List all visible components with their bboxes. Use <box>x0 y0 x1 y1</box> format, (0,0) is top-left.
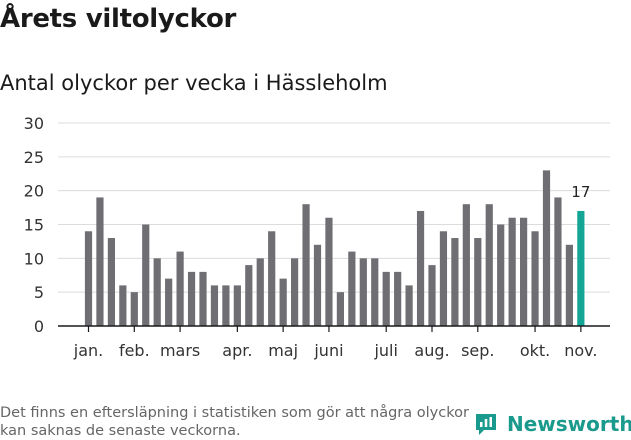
bar <box>462 204 470 326</box>
bar <box>359 258 367 326</box>
y-tick-label: 20 <box>24 182 44 201</box>
bar <box>348 251 356 326</box>
bar <box>474 238 482 326</box>
bar <box>291 258 299 326</box>
x-tick-label: mars <box>160 341 200 360</box>
y-tick-label: 5 <box>34 283 44 302</box>
bar <box>542 170 551 326</box>
footnote: Det finns en eftersläpning i statistiken… <box>0 405 469 439</box>
bar <box>107 238 115 326</box>
bar <box>165 278 173 326</box>
bar <box>485 204 493 326</box>
bar <box>302 204 310 326</box>
bar <box>428 265 436 326</box>
x-tick-label: juli <box>373 341 397 360</box>
bar <box>153 258 161 326</box>
bar <box>416 210 425 326</box>
bar <box>187 271 196 326</box>
bar <box>268 231 276 326</box>
bar <box>142 224 150 326</box>
x-tick-label: sep. <box>461 341 494 360</box>
x-tick-label: aug. <box>414 341 449 360</box>
bar <box>531 231 539 326</box>
chart-title: Årets viltolyckor <box>0 4 237 34</box>
bar <box>84 231 93 326</box>
x-tick-label: nov. <box>564 341 597 360</box>
bar <box>279 278 287 326</box>
bar <box>119 285 127 326</box>
y-tick-label: 10 <box>24 249 44 268</box>
bar <box>96 197 104 326</box>
brand-name: Newsworthy <box>507 412 631 436</box>
y-axis-tick-labels: 0 5 10 15 20 25 30 <box>24 114 44 336</box>
bar <box>245 265 253 326</box>
bar <box>210 285 219 326</box>
y-tick-label: 0 <box>34 317 44 336</box>
bar <box>405 285 413 326</box>
bar <box>508 217 516 326</box>
bar <box>382 271 390 326</box>
bar <box>176 251 184 326</box>
bar <box>222 285 230 326</box>
x-tick-label: maj <box>268 341 298 360</box>
y-tick-label: 25 <box>24 148 44 167</box>
bar <box>336 292 344 326</box>
bar <box>554 197 562 326</box>
x-tick-label: jan. <box>73 341 103 360</box>
bar <box>256 258 264 326</box>
bar <box>451 238 459 326</box>
chart-subtitle: Antal olyckor per vecka i Hässleholm <box>0 71 388 95</box>
bar <box>439 231 448 326</box>
x-axis: jan. feb. mars apr. maj juni juli aug. sep. okt. n… <box>58 325 610 360</box>
bar <box>497 224 505 326</box>
x-tick-label: okt. <box>520 341 550 360</box>
x-tick-label: feb. <box>119 341 150 360</box>
bar <box>325 217 333 326</box>
x-tick-label: juni <box>313 341 343 360</box>
y-tick-label: 15 <box>24 216 44 235</box>
bar <box>565 244 573 326</box>
data-label-current-week: 17 <box>571 183 590 201</box>
bar <box>371 258 379 326</box>
bar <box>313 244 322 326</box>
bar <box>130 292 138 326</box>
x-tick-label: apr. <box>222 341 252 360</box>
bar <box>394 271 402 326</box>
data-labels: 17 <box>571 183 590 201</box>
bar <box>520 217 528 326</box>
bars <box>84 170 585 326</box>
bar-current-week <box>577 210 585 326</box>
bar <box>199 271 207 326</box>
brand-logo[interactable]: Newsworthy <box>474 408 631 440</box>
y-tick-label: 30 <box>24 114 44 133</box>
bar <box>233 285 241 326</box>
grid-lines <box>58 122 610 293</box>
newsworthy-logo-icon <box>476 414 496 435</box>
bar-chart: 0 5 10 15 20 25 30 jan. feb. mars apr. maj juni juli… <box>24 114 610 360</box>
